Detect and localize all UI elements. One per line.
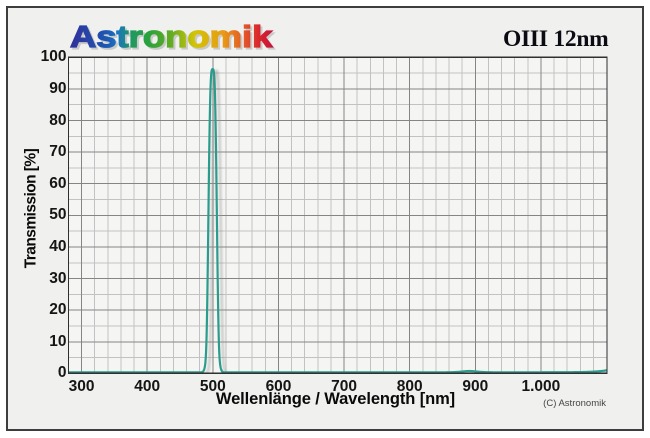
svg-text:Astronomik: Astronomik <box>72 22 275 57</box>
svg-text:Astronomik: Astronomik <box>70 20 273 55</box>
